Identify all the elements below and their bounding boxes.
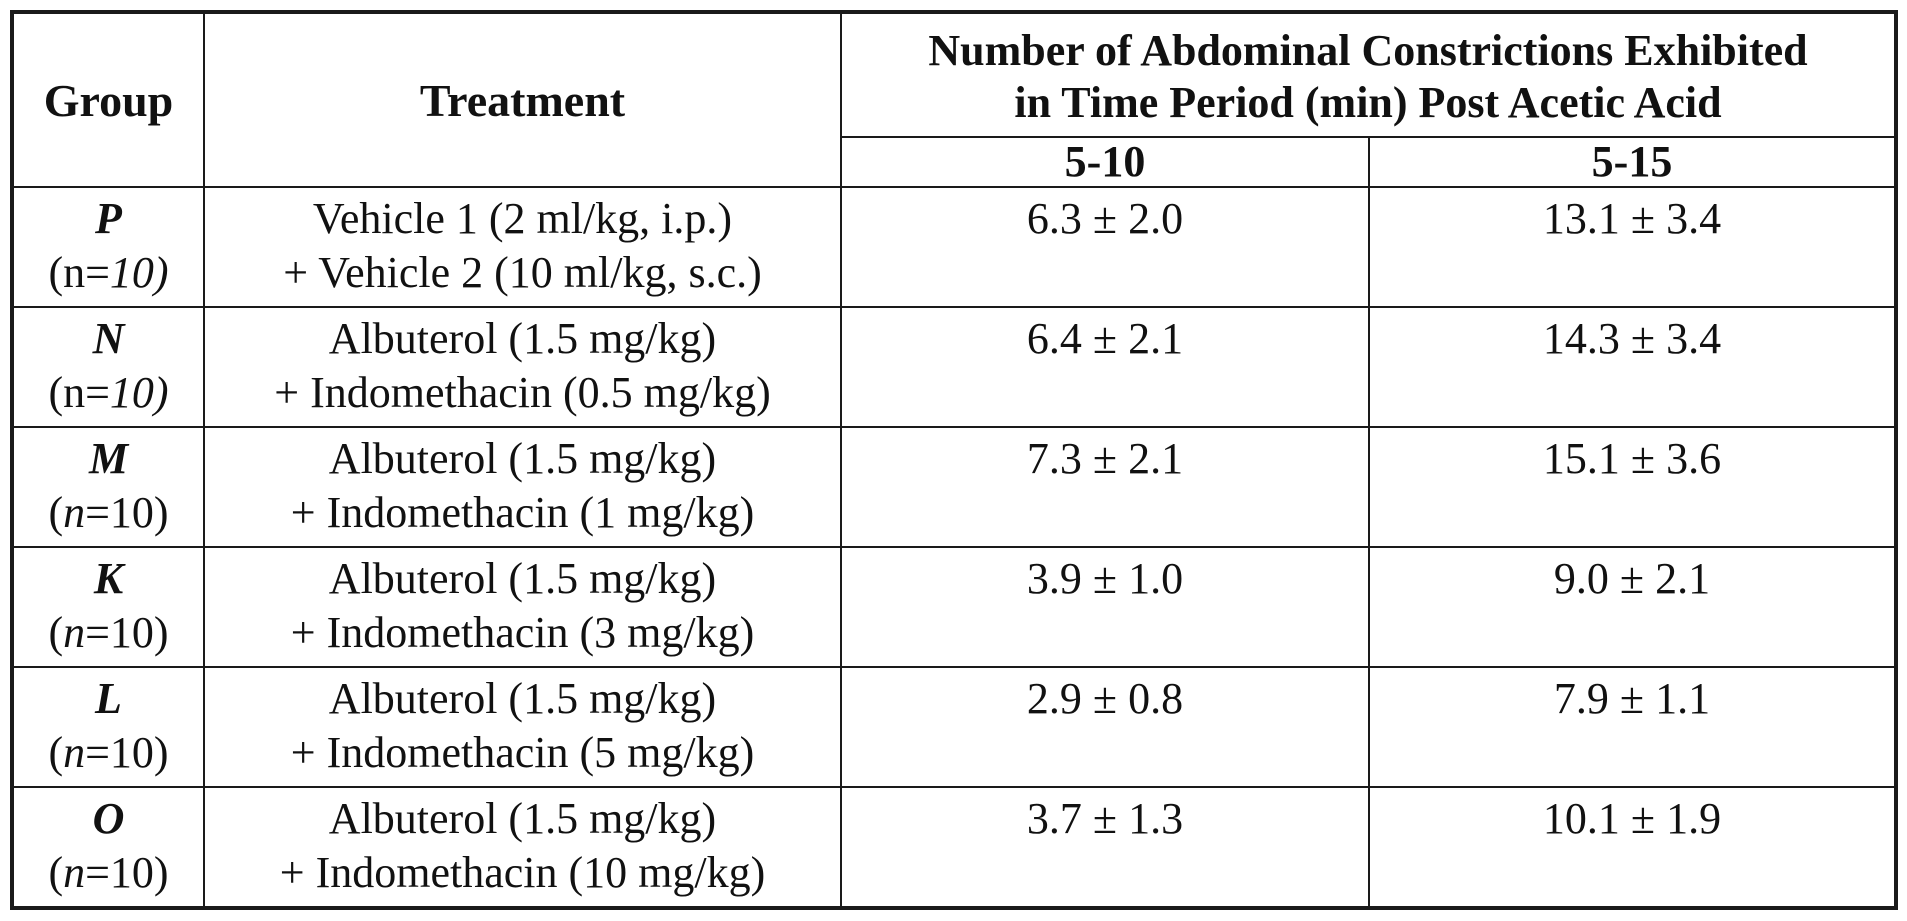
group-cell: O (n=10) <box>11 786 205 909</box>
table-row-m: M (n=10) Albuterol (1.5 mg/kg) + Indomet… <box>11 426 1897 548</box>
period-5-10-value: 3.7 ± 1.3 <box>840 786 1370 909</box>
group-n: (n=10) <box>48 608 169 657</box>
period-5-15-header: 5-15 <box>1368 136 1897 188</box>
group-cell: P (n=10) <box>11 186 205 308</box>
treatment-line2: + Indomethacin (1 mg/kg) <box>290 488 755 537</box>
group-n: (n=10) <box>48 488 169 537</box>
constrictions-header-line2: in Time Period (min) Post Acetic Acid <box>1014 78 1722 127</box>
table-row-l: L (n=10) Albuterol (1.5 mg/kg) + Indomet… <box>11 666 1897 788</box>
header-row: Group Treatment Number of Abdominal Cons… <box>11 11 1897 188</box>
group-cell: L (n=10) <box>11 666 205 788</box>
group-letter: N <box>92 314 125 363</box>
group-letter: M <box>88 434 129 483</box>
period-5-15-value: 15.1 ± 3.6 <box>1368 426 1897 548</box>
period-5-15-value: 10.1 ± 1.9 <box>1368 786 1897 909</box>
group-cell: K (n=10) <box>11 546 205 668</box>
table-row-o: O (n=10) Albuterol (1.5 mg/kg) + Indomet… <box>11 786 1897 909</box>
treatment-line2: + Indomethacin (3 mg/kg) <box>290 608 755 657</box>
table-row-n: N (n=10) Albuterol (1.5 mg/kg) + Indomet… <box>11 306 1897 428</box>
table-row-p: P (n=10) Vehicle 1 (2 ml/kg, i.p.) + Veh… <box>11 186 1897 308</box>
treatment-header: Treatment <box>203 11 842 188</box>
group-cell: M (n=10) <box>11 426 205 548</box>
group-n: (n=10) <box>48 728 169 777</box>
treatment-line1: Vehicle 1 (2 ml/kg, i.p.) <box>312 194 733 243</box>
treatment-cell: Albuterol (1.5 mg/kg) + Indomethacin (0.… <box>203 306 842 428</box>
treatment-cell: Albuterol (1.5 mg/kg) + Indomethacin (1 … <box>203 426 842 548</box>
treatment-line1: Albuterol (1.5 mg/kg) <box>328 674 717 723</box>
period-5-10-value: 2.9 ± 0.8 <box>840 666 1370 788</box>
period-5-15-value: 7.9 ± 1.1 <box>1368 666 1897 788</box>
table-row-k: K (n=10) Albuterol (1.5 mg/kg) + Indomet… <box>11 546 1897 668</box>
treatment-line1: Albuterol (1.5 mg/kg) <box>328 794 717 843</box>
period-5-10-value: 6.4 ± 2.1 <box>840 306 1370 428</box>
treatment-cell: Albuterol (1.5 mg/kg) + Indomethacin (3 … <box>203 546 842 668</box>
period-5-10-value: 6.3 ± 2.0 <box>840 186 1370 308</box>
group-letter: L <box>95 674 122 723</box>
group-n: (n=10) <box>48 848 169 897</box>
treatment-line2: + Indomethacin (5 mg/kg) <box>290 728 755 777</box>
treatment-line1: Albuterol (1.5 mg/kg) <box>328 554 717 603</box>
constrictions-header-line1: Number of Abdominal Constrictions Exhibi… <box>928 26 1808 75</box>
treatment-cell: Albuterol (1.5 mg/kg) + Indomethacin (10… <box>203 786 842 909</box>
treatment-cell: Albuterol (1.5 mg/kg) + Indomethacin (5 … <box>203 666 842 788</box>
period-5-10-value: 3.9 ± 1.0 <box>840 546 1370 668</box>
period-5-10-value: 7.3 ± 2.1 <box>840 426 1370 548</box>
period-5-15-value: 9.0 ± 2.1 <box>1368 546 1897 668</box>
subheader-row: 5-10 5-15 <box>12 136 1897 188</box>
group-n: (n=10) <box>48 368 169 417</box>
treatment-line2: + Vehicle 2 (10 ml/kg, s.c.) <box>283 248 762 297</box>
constrictions-header: Number of Abdominal Constrictions Exhibi… <box>840 11 1897 138</box>
period-5-10-header: 5-10 <box>840 136 1370 188</box>
period-5-15-value: 13.1 ± 3.4 <box>1368 186 1897 308</box>
group-n: (n=10) <box>48 248 169 297</box>
treatment-line2: + Indomethacin (10 mg/kg) <box>279 848 766 897</box>
group-letter: O <box>92 794 125 843</box>
group-letter: K <box>93 554 124 603</box>
treatment-line1: Albuterol (1.5 mg/kg) <box>328 314 717 363</box>
treatment-line1: Albuterol (1.5 mg/kg) <box>328 434 717 483</box>
period-5-15-value: 14.3 ± 3.4 <box>1368 306 1897 428</box>
group-cell: N (n=10) <box>11 306 205 428</box>
treatment-line2: + Indomethacin (0.5 mg/kg) <box>274 368 771 417</box>
treatment-cell: Vehicle 1 (2 ml/kg, i.p.) + Vehicle 2 (1… <box>203 186 842 308</box>
results-table: Group Treatment Number of Abdominal Cons… <box>10 10 1898 910</box>
group-letter: P <box>95 194 122 243</box>
group-header: Group <box>11 11 205 188</box>
